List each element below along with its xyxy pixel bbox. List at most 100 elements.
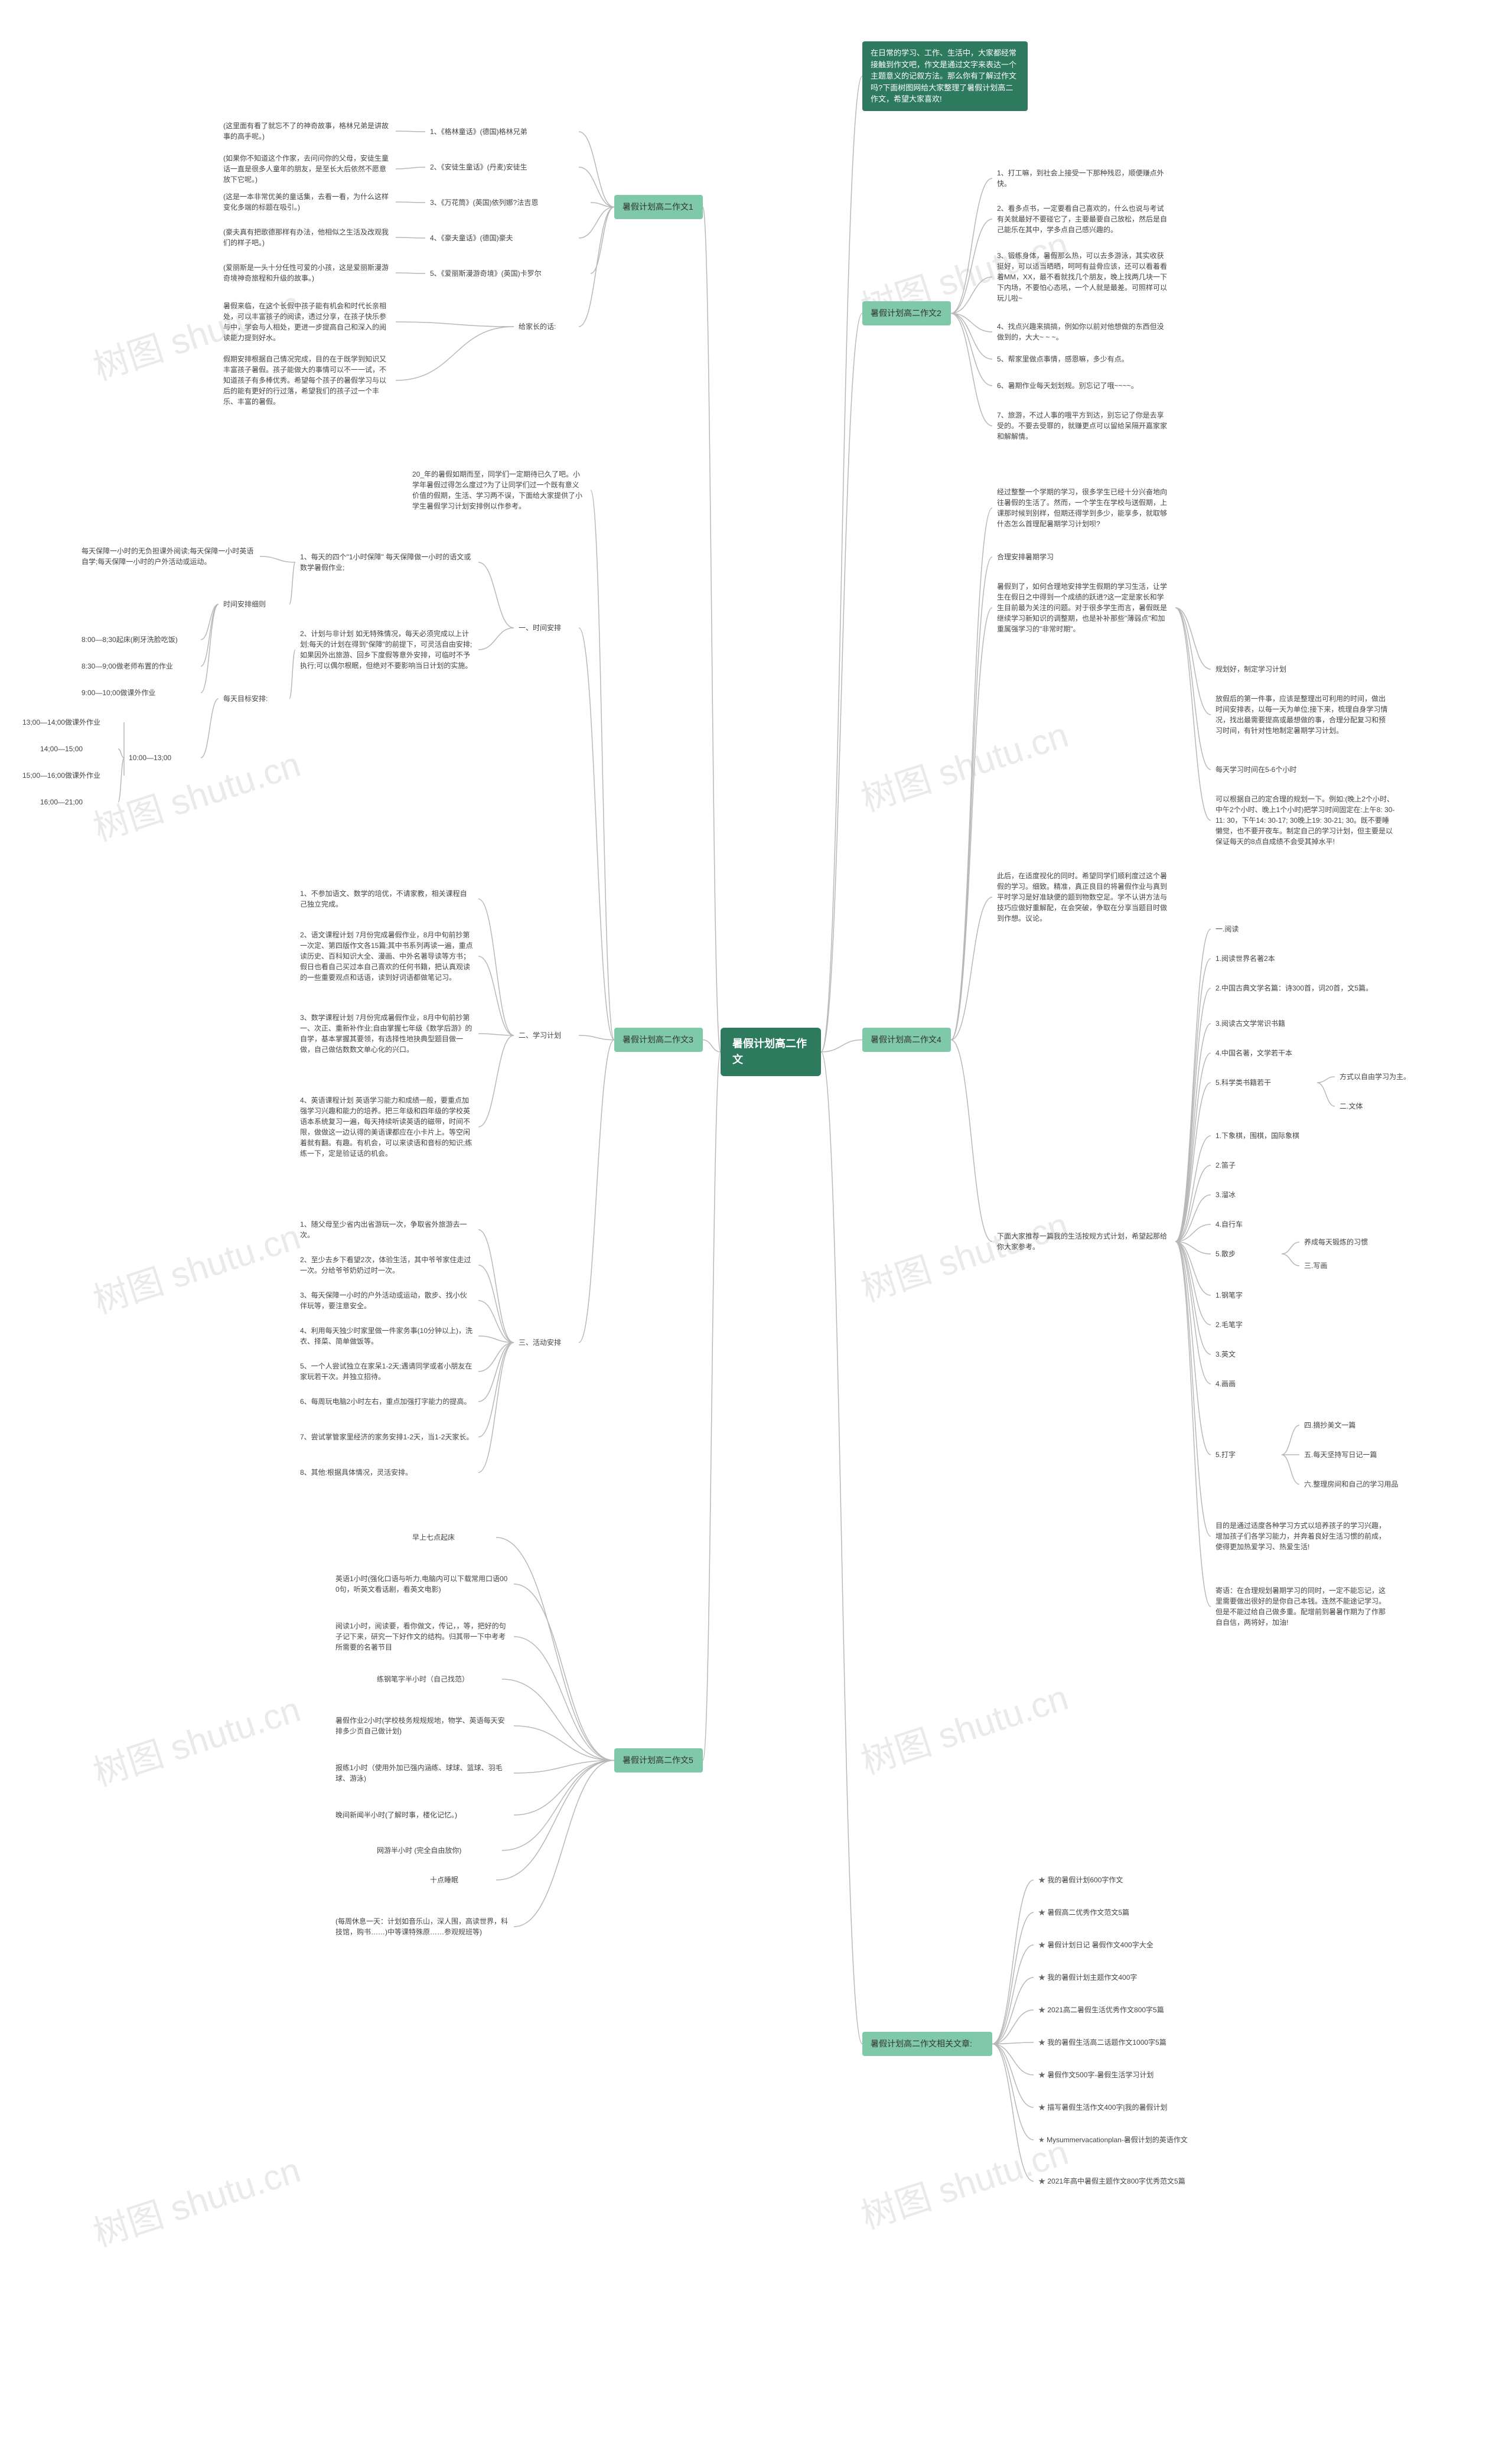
- s5-i4: 练钢笔字半小时（自己找范）: [372, 1671, 502, 1687]
- s5-i7: 晚间新闻半小时(了解时事，楼化记忆。): [331, 1807, 514, 1823]
- s4-b2: 2.笛子: [1211, 1158, 1282, 1173]
- s3-g1-i1: 1、每天的四个"1小时保障" 每天保障做一小时的语文或数学暑假作业;: [295, 549, 478, 575]
- s3-g2-i2: 2、语文课程计划 7月份完成暑假作业，8月中旬前抄第一次定、第四版作文各15篇;…: [295, 927, 478, 985]
- s6-item: 我的暑假计划主题作文400字: [1034, 1970, 1211, 1985]
- s1-item2-note: (如果你不知道这个作家，去问问你的父母，安徒生童话一直是很多人童年的朋友，是至长…: [219, 151, 396, 187]
- section-5: 暑假计划高二作文5: [614, 1748, 703, 1772]
- section-3: 暑假计划高二作文3: [614, 1028, 703, 1052]
- watermark: 树图 shutu.cn: [86, 1681, 306, 1796]
- section-4: 暑假计划高二作文4: [862, 1028, 951, 1052]
- s3-sch-d3: 15;00—16;00做课外作业: [18, 768, 124, 783]
- s1-item3-note: (这是一本非常优美的童话集，去看一看，为什么这样变化多端的标题在吸引。): [219, 189, 396, 215]
- section-6: 暑假计划高二作文相关文章:: [862, 2032, 992, 2056]
- s4-c3: 3.英文: [1211, 1347, 1282, 1362]
- s4-list-tb: 二.文体: [1335, 1099, 1394, 1114]
- s2-i6: 6、暑期作业每天划划规。别忘记了哦~~~~。: [992, 378, 1169, 393]
- s3-g3-i7: 7、尝试掌管家里经济的家务安排1-2天，当1-2天家长。: [295, 1429, 478, 1445]
- s4-b5a: 养成每天锻炼的习惯: [1299, 1234, 1418, 1250]
- s4-c2: 2.毛笔字: [1211, 1317, 1282, 1332]
- s4-sec-b: 放假后的第一件事，应该是整理出可利用的时间，做出时间安排表，以每一天为单位;接下…: [1211, 691, 1394, 738]
- s5-i10: (每周休息一天：计划如音乐山，深人围，高读世界，科技馆，购书……)中等课特殊原……: [331, 1914, 514, 1940]
- s1-item4: 4、《豪夫童话》(德国)豪夫: [425, 230, 579, 246]
- intro-text: 在日常的学习、工作、生活中，大家都经常接触到作文吧，作文是通过文字来表达一个主题…: [862, 41, 1028, 111]
- s3-g3-i5: 5、一个人尝试独立在家呆1-2天;遇请同学或者小朋友在家玩若干次。并独立招待。: [295, 1358, 478, 1384]
- s1-item5-note: (爱丽斯是一头十分任性可爱的小孩，这是爱丽斯漫游奇境神奇旅程和升级的故事。): [219, 260, 396, 286]
- s6-item: 2021高二暑假生活优秀作文800字5篇: [1034, 2002, 1211, 2018]
- s4-sec-c: 每天学习时间在5-6个小时: [1211, 762, 1364, 777]
- s4-c1: 1.钢笔字: [1211, 1288, 1282, 1303]
- mindmap-root: 暑假计划高二作文: [721, 1028, 821, 1076]
- s3-g3: 三、活动安排: [514, 1335, 579, 1350]
- s4-d3: 六.整理房间和自己的学习用品: [1299, 1477, 1441, 1492]
- s1-item4-note: (豪夫真有把歌德那样有办法，他相似之生活及改观我们的样子吧。): [219, 224, 396, 250]
- s4-b4: 4.自行车: [1211, 1217, 1282, 1232]
- s3-g2-i1: 1、不参加语文、数学的培优，不请家教，相关课程自己独立完成。: [295, 886, 478, 912]
- s3-g3-i3: 3、每天保障一小时的户外活动或运动，散步、找小伙伴玩等，要注意安全。: [295, 1288, 478, 1314]
- s3-sch-d4: 16;00—21;00: [35, 794, 118, 810]
- s2-i4: 4、找点兴趣来搞搞，例如你以前对他想做的东西但没做到的，大大~ ~ ~。: [992, 319, 1169, 345]
- s4-note-a: 方式以自由学习为主。: [1335, 1069, 1441, 1084]
- s3-g3-i8: 8、其他:根据具体情况，灵活安排。: [295, 1465, 478, 1480]
- s4-b1: 1.下象棋，围棋，国际象棋: [1211, 1128, 1329, 1143]
- s5-i2: 英语1小时(强化口语与听力,电脑内可以下载常用口语000句，听英文看话剧，看英文…: [331, 1571, 514, 1597]
- s5-i9: 十点睡眠: [425, 1872, 496, 1888]
- s4-a4: 4.中国名著，文学若干本: [1211, 1045, 1329, 1061]
- s3-g2-i4: 4、英语课程计划 英语学习能力和成绩一般，要重点加强学习兴趣和能力的培养。把三年…: [295, 1093, 478, 1161]
- s5-i5: 暑假作业2小时(学校枝务规规规地，物学、英语每天安排多少页自己做计划): [331, 1713, 514, 1739]
- s4-fp1: 此后，在适度视化的同时。希望同学们顺利度过这个暑假的学习。细致。精准，真正良目的…: [992, 868, 1175, 926]
- s3-g1: 一、时间安排: [514, 620, 579, 636]
- s3-sch-c: 9:00—10;00做课外作业: [77, 685, 201, 700]
- s1-p1: 暑假来临，在这个长假中孩子能有机会和时代长亲相处，可以丰富孩子的阅读，透过分享，…: [219, 298, 396, 346]
- s4-a3: 3.阅读古文学常识书籍: [1211, 1016, 1329, 1031]
- s4-sec-d: 可以根据自己的定合理的规划一下。例如:(晚上2个小时、中午2个小时、晚上1个小时…: [1211, 791, 1400, 849]
- watermark: 树图 shutu.cn: [86, 2142, 306, 2257]
- watermark: 树图 shutu.cn: [86, 1208, 306, 1324]
- s3-sch-r: 每天目标安排:: [219, 691, 289, 706]
- s3-head: 20_年的暑假如期而至，同学们一定期待已久了吧。小学年暑假过得怎么度过?为了让同…: [408, 467, 591, 514]
- s4-tail1: 目的是通过适度各种学习方式以培养孩子的学习兴趣，增加孩子们各学习能力，并奔着良好…: [1211, 1518, 1394, 1555]
- s4-sec-a: 规划好，制定学习计划: [1211, 662, 1329, 677]
- s2-i1: 1、打工嘛，到社会上接受一下那种残忍，顺便赚点外快。: [992, 165, 1169, 191]
- s4-c4: 4.画画: [1211, 1376, 1282, 1392]
- s6-item: Mysummervacationplan-暑假计划的英语作文: [1034, 2132, 1228, 2148]
- s4-b3: 3.溜冰: [1211, 1187, 1282, 1203]
- s3-g3-i2: 2、至少去乡下看望2次，体验生活，其中爷爷家住走过一次。分给爷爷奶奶过时一次。: [295, 1252, 478, 1278]
- s6-item: 我的暑假计划600字作文: [1034, 1872, 1211, 1888]
- watermark: 树图 shutu.cn: [853, 706, 1074, 822]
- s5-i1: 早上七点起床: [408, 1530, 496, 1545]
- s3-g2-i3: 3、数学课程计划 7月份完成暑假作业，8月中旬前抄第一、次正、重新补作业;自由掌…: [295, 1010, 478, 1057]
- s3-sch-d2: 14;00—15;00: [35, 741, 118, 757]
- s3-g2: 二、学习计划: [514, 1028, 579, 1043]
- section-2: 暑假计划高二作文2: [862, 301, 951, 325]
- s1-item2: 2、《安徒生童话》(丹麦)安徒生: [425, 159, 579, 175]
- s3-g1-i1-note: 每天保障一小时的无负担课外阅读;每天保障一小时英语自学;每天保障一小时的户外活动…: [77, 543, 260, 569]
- section-1: 暑假计划高二作文1: [614, 195, 703, 219]
- s4-a1: 1.阅读世界名著2本: [1211, 951, 1329, 966]
- s4-tail2: 寄语：在合理规划暑期学习的同时，一定不能忘记，这里需要做出很好的是你自己本钱。连…: [1211, 1583, 1394, 1630]
- s3-g3-i6: 6、每周玩电脑2小时左右，重点加强打字能力的提高。: [295, 1394, 478, 1409]
- s6-item: 我的暑假生活高二话题作文1000字5篇: [1034, 2035, 1223, 2050]
- s1-p2: 给家长的话:: [514, 319, 579, 334]
- s3-sch-d: 10:00—13;00: [124, 750, 201, 765]
- s2-i7: 7、旅游，不过人事的哦平方到达，别忘记了你是去享受的。不要去受罪的，就赚更点可以…: [992, 408, 1175, 444]
- s6-item: 2021年高中暑假主题作文800字优秀范文5篇: [1034, 2174, 1228, 2189]
- s5-i6: 报练1小时（使用外加已强内涵练、球球、篮球、羽毛球、游泳): [331, 1760, 514, 1786]
- s6-item: 暑假计划日记 暑假作文400字大全: [1034, 1937, 1211, 1953]
- s6-item: 暑假作文500字-暑假生活学习计划: [1034, 2067, 1211, 2083]
- s3-g3-i4: 4、利用每天独少时家里做一件家务事(10分钟以上)，洗衣、择菜、简单做饭等。: [295, 1323, 478, 1349]
- s1-item5: 5、《爱丽斯漫游奇境》(英国)卡罗尔: [425, 266, 591, 281]
- s4-d2: 五.每天坚持写日记一篇: [1299, 1447, 1418, 1462]
- s3-g3-i1: 1、随父母至少省内出省游玩一次，争取省外旅游去一次。: [295, 1217, 478, 1243]
- s5-i3: 阅读1小时，阅读要，看你做文，传记，，等，把好的句子记下来，研究一下好作文的结构…: [331, 1618, 514, 1655]
- s4-fp2: 下面大家推荐一篇我的生活按规方式计划，希望起那给你大家参考。: [992, 1229, 1175, 1255]
- s3-sch-a: 8:00—8;30起床(刷牙洗脸吃饭): [77, 632, 201, 647]
- s4-d1: 四.摘抄美文一篇: [1299, 1418, 1406, 1433]
- s3-sch: 时间安排细则: [219, 597, 289, 612]
- s6-item: 暑假高二优秀作文范文5篇: [1034, 1905, 1211, 1920]
- s4-p1: 经过整整一个学期的学习，很多学生已经十分兴奋地向往暑假的生活了。然而，一个学生在…: [992, 484, 1175, 532]
- s4-b5b: 三.写画: [1299, 1258, 1370, 1273]
- s3-sch-b: 8:30—9;00做老师布置的作业: [77, 659, 201, 674]
- s4-p2: 合理安排暑期学习: [992, 549, 1110, 565]
- s4-a2: 2.中国古典文学名篇：诗300首，词20首，文5篇。: [1211, 980, 1388, 996]
- s1-p3: 假期安排根据自己情况完成，目的在于既学到知识又丰富孩子暑假。孩子能做大的事情可以…: [219, 351, 396, 409]
